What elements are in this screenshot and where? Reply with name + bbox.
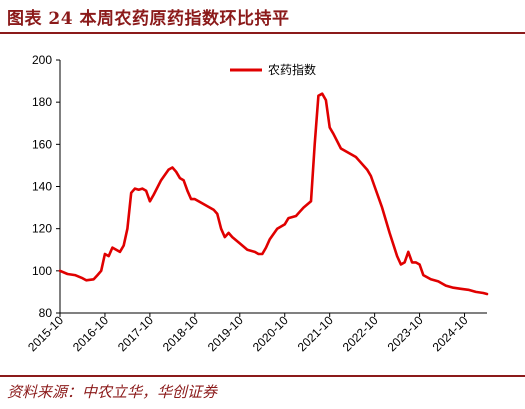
y-tick-label: 200 bbox=[32, 53, 52, 67]
x-tick-label: 2017-10 bbox=[115, 313, 156, 354]
x-tick-label: 2022-10 bbox=[340, 313, 381, 354]
source-note: 资料来源：中农立华，华创证券 bbox=[7, 383, 218, 401]
y-tick-label: 180 bbox=[32, 95, 52, 109]
title-divider bbox=[0, 32, 525, 34]
legend-label: 农药指数 bbox=[268, 62, 316, 77]
source-divider bbox=[0, 375, 525, 377]
x-tick-label: 2021-10 bbox=[295, 313, 336, 354]
chart-legend: 农药指数 bbox=[230, 62, 316, 77]
chart-series bbox=[58, 92, 489, 296]
x-tick-label: 2024-10 bbox=[430, 313, 471, 354]
y-tick-label: 120 bbox=[32, 222, 52, 236]
x-tick-label: 2018-10 bbox=[160, 313, 201, 354]
y-tick-label: 100 bbox=[32, 264, 52, 278]
x-tick-label: 2019-10 bbox=[205, 313, 246, 354]
x-tick-label: 2020-10 bbox=[250, 313, 291, 354]
x-tick-label: 2023-10 bbox=[385, 313, 426, 354]
x-tick-label: 2016-10 bbox=[70, 313, 111, 354]
y-tick-label: 140 bbox=[32, 180, 52, 194]
y-tick-label: 160 bbox=[32, 137, 52, 151]
series-line-0 bbox=[58, 92, 489, 296]
y-tick-label: 80 bbox=[39, 306, 53, 320]
figure-title: 图表 24 本周农药原药指数环比持平 bbox=[7, 9, 290, 29]
